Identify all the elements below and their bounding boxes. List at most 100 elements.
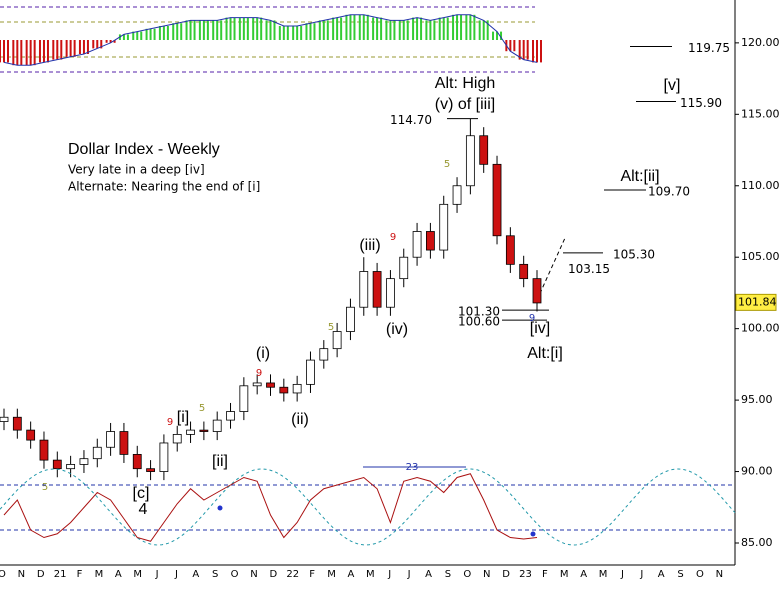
- x-tick-label: F: [309, 569, 315, 580]
- candle-body: [292, 383, 302, 394]
- level-label: 100.60: [458, 315, 500, 329]
- candle-body: [306, 359, 315, 385]
- candle-body: [439, 203, 449, 251]
- x-tick-label: M: [95, 569, 104, 580]
- x-tick-label: M: [560, 569, 569, 580]
- x-tick-label: J: [174, 569, 178, 580]
- candle-body: [452, 185, 462, 205]
- candle-body: [199, 429, 209, 432]
- candle-body: [186, 429, 195, 435]
- annotation: [i]: [177, 409, 189, 426]
- x-tick-label: M: [366, 569, 375, 580]
- annotation: 9: [390, 232, 396, 243]
- candle-body: [79, 458, 89, 465]
- x-tick-label: M: [599, 569, 608, 580]
- annotation: 4: [139, 501, 148, 518]
- y-tick-label: 85.00: [741, 536, 773, 549]
- x-tick-label: N: [18, 569, 25, 580]
- subtitle: Very late in a deep [iv]: [68, 163, 205, 177]
- candle-body: [0, 416, 9, 422]
- annotation: Alt:[ii]: [620, 168, 659, 185]
- y-tick-label: 100.00: [741, 322, 780, 335]
- annotation: [v]: [664, 77, 681, 94]
- annotation: [iv]: [530, 320, 550, 337]
- x-tick-label: J: [620, 569, 624, 580]
- annotation: 9: [256, 368, 262, 379]
- y-tick-label: 95.00: [741, 393, 773, 406]
- price-tag: [735, 293, 777, 311]
- annotation: Alt: High: [435, 75, 495, 92]
- x-tick-label: A: [115, 569, 122, 580]
- x-tick-label: O: [231, 569, 239, 580]
- x-tick-label: O: [463, 569, 471, 580]
- candle-body: [359, 271, 369, 308]
- x-tick-label: O: [696, 569, 704, 580]
- candle-body: [12, 416, 22, 431]
- candle-body: [319, 348, 329, 361]
- x-tick-label: D: [270, 569, 278, 580]
- x-tick-label: S: [677, 569, 683, 580]
- x-tick-label: 23: [519, 569, 532, 580]
- x-tick-label: A: [348, 569, 355, 580]
- y-tick-label: 90.00: [741, 465, 773, 478]
- x-tick-label: O: [0, 569, 6, 580]
- candle-body: [239, 385, 249, 412]
- x-tick-label: J: [387, 569, 391, 580]
- x-tick-label: D: [502, 569, 510, 580]
- x-tick-label: J: [155, 569, 159, 580]
- candle-body: [492, 163, 502, 237]
- x-tick-label: N: [250, 569, 257, 580]
- candle-body: [425, 231, 435, 251]
- candle-body: [505, 235, 515, 265]
- candle-body: [212, 419, 222, 432]
- y-tick-label: 120.00: [741, 36, 780, 49]
- level-label: 114.70: [390, 113, 432, 127]
- candle-body: [226, 411, 235, 421]
- candle-body: [465, 135, 475, 187]
- candle-body: [172, 433, 182, 444]
- candle-body: [66, 464, 76, 470]
- x-tick-label: J: [639, 569, 643, 580]
- y-tick-label: 115.00: [741, 107, 780, 120]
- level-label: 119.75: [688, 41, 730, 55]
- annotation: 5: [42, 482, 48, 493]
- level-label: 103.15: [568, 262, 610, 276]
- x-tick-label: M: [327, 569, 336, 580]
- level-label: 101.30: [458, 305, 500, 319]
- candle-body: [159, 442, 169, 472]
- x-tick-label: S: [445, 569, 451, 580]
- x-tick-label: A: [425, 569, 432, 580]
- annotation: 9: [529, 313, 535, 324]
- cycle-wave: [0, 468, 736, 546]
- level-label: 109.70: [648, 185, 690, 199]
- annotation: [c]: [133, 485, 150, 502]
- candle-body: [399, 256, 409, 280]
- x-tick-label: A: [192, 569, 199, 580]
- annotation: (iii): [359, 237, 380, 254]
- y-tick-label: 105.00: [741, 250, 780, 263]
- cycle-dot: [217, 505, 223, 511]
- x-tick-label: F: [77, 569, 83, 580]
- candle-body: [39, 439, 49, 461]
- annotation: 23: [406, 462, 419, 473]
- annotation: (ii): [291, 411, 309, 428]
- x-tick-label: A: [580, 569, 587, 580]
- annotation: [ii]: [212, 453, 228, 470]
- level-label: 105.30: [613, 247, 655, 261]
- x-tick-label: M: [133, 569, 142, 580]
- candle-body: [346, 306, 355, 332]
- x-tick-label: 22: [286, 569, 299, 580]
- x-tick-label: N: [483, 569, 490, 580]
- x-tick-label: F: [542, 569, 548, 580]
- annotation: 5: [199, 403, 205, 414]
- candle-body: [26, 429, 36, 441]
- candle-body: [386, 278, 395, 308]
- candle-body: [479, 135, 489, 165]
- chart-title: Dollar Index - Weekly: [68, 141, 220, 158]
- x-tick-label: S: [212, 569, 218, 580]
- candle-body: [412, 231, 422, 258]
- candle-body: [532, 278, 542, 304]
- candle-body: [119, 431, 129, 455]
- candle-body: [519, 263, 529, 280]
- candle-body: [252, 382, 262, 387]
